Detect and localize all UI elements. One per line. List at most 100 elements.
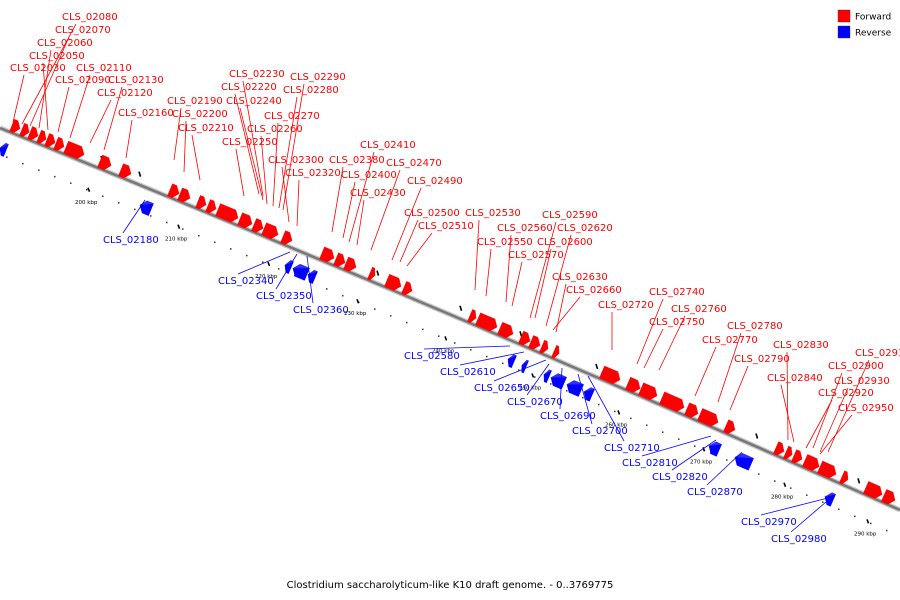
gene-label-forward[interactable]: CLS_02070 [55, 25, 111, 36]
gene-label-forward[interactable]: CLS_02250 [222, 137, 278, 148]
gene-label-reverse[interactable]: CLS_02610 [440, 367, 496, 378]
forward-gene[interactable] [802, 454, 822, 473]
forward-gene[interactable] [773, 441, 787, 457]
gene-label-forward[interactable]: CLS_02300 [268, 155, 324, 166]
forward-gene[interactable] [343, 256, 359, 273]
forward-gene[interactable] [118, 163, 134, 180]
gene-label-forward[interactable]: CLS_02430 [350, 188, 406, 199]
gene-label-reverse[interactable]: CLS_02180 [103, 235, 159, 246]
forward-gene[interactable] [401, 281, 415, 297]
forward-gene[interactable] [9, 119, 23, 134]
forward-gene[interactable] [659, 391, 687, 413]
gene-label-forward[interactable]: CLS_02400 [341, 170, 397, 181]
gene-label-forward[interactable]: CLS_02760 [671, 304, 727, 315]
forward-gene[interactable] [333, 252, 348, 269]
reverse-gene[interactable] [706, 440, 722, 457]
gene-label-reverse[interactable]: CLS_02980 [771, 534, 827, 545]
gene-label-reverse[interactable]: CLS_02690 [540, 411, 596, 422]
gene-label-forward[interactable]: CLS_02900 [828, 361, 884, 372]
reverse-gene[interactable] [541, 369, 552, 384]
gene-label-forward[interactable]: CLS_02120 [97, 88, 153, 99]
gene-label-forward[interactable]: CLS_02130 [108, 75, 164, 86]
reverse-gene[interactable] [290, 262, 310, 281]
forward-gene[interactable] [53, 136, 67, 152]
gene-label-reverse[interactable]: CLS_02360 [293, 305, 349, 316]
gene-label-reverse[interactable]: CLS_02870 [687, 487, 743, 498]
gene-label-reverse[interactable]: CLS_02710 [604, 443, 660, 454]
forward-gene[interactable] [599, 365, 623, 386]
gene-label-forward[interactable]: CLS_02490 [407, 176, 463, 187]
gene-label-forward[interactable]: CLS_02210 [178, 123, 234, 134]
gene-label-forward[interactable]: CLS_02920 [818, 388, 874, 399]
reverse-gene[interactable] [282, 259, 294, 274]
reverse-gene[interactable] [505, 353, 517, 369]
forward-gene[interactable] [280, 230, 295, 247]
gene-label-forward[interactable]: CLS_02030 [10, 63, 66, 74]
reverse-gene[interactable] [732, 451, 754, 471]
forward-gene[interactable] [684, 402, 701, 420]
reverse-gene[interactable] [564, 378, 584, 397]
gene-label-forward[interactable]: CLS_02740 [649, 287, 705, 298]
gene-label-forward[interactable]: CLS_02320 [285, 168, 341, 179]
forward-gene[interactable] [44, 133, 58, 149]
gene-label-reverse[interactable]: CLS_02350 [256, 291, 312, 302]
forward-gene[interactable] [19, 123, 32, 138]
forward-gene[interactable] [367, 266, 378, 281]
forward-gene[interactable] [518, 330, 533, 347]
gene-label-forward[interactable]: CLS_02630 [552, 272, 608, 283]
gene-label-forward[interactable]: CLS_02270 [264, 111, 320, 122]
reverse-gene[interactable] [0, 142, 9, 157]
gene-label-forward[interactable]: CLS_02910 [855, 348, 900, 359]
gene-label-forward[interactable]: CLS_02080 [62, 12, 118, 23]
reverse-gene[interactable] [581, 386, 595, 402]
gene-label-forward[interactable]: CLS_02220 [221, 82, 277, 93]
forward-gene[interactable] [697, 408, 721, 429]
reverse-gene[interactable] [548, 372, 567, 390]
forward-gene[interactable] [625, 376, 643, 394]
forward-gene[interactable] [251, 218, 266, 235]
gene-label-forward[interactable]: CLS_02620 [557, 223, 613, 234]
forward-gene[interactable] [783, 445, 795, 461]
forward-gene[interactable] [177, 187, 193, 204]
gene-label-forward[interactable]: CLS_02600 [537, 237, 593, 248]
forward-gene[interactable] [63, 140, 87, 160]
forward-gene[interactable] [551, 345, 562, 359]
gene-label-reverse[interactable]: CLS_02670 [507, 397, 563, 408]
gene-label-reverse[interactable]: CLS_02810 [622, 458, 678, 469]
forward-gene[interactable] [205, 199, 219, 215]
gene-label-forward[interactable]: CLS_02410 [360, 140, 416, 151]
gene-label-forward[interactable]: CLS_02190 [167, 96, 223, 107]
forward-gene[interactable] [638, 382, 660, 402]
reverse-gene[interactable] [138, 199, 154, 216]
gene-label-reverse[interactable]: CLS_02970 [741, 517, 797, 528]
forward-gene[interactable] [863, 481, 885, 500]
gene-label-forward[interactable]: CLS_02780 [727, 321, 783, 332]
gene-label-forward[interactable]: CLS_02230 [229, 69, 285, 80]
forward-gene[interactable] [384, 274, 404, 292]
forward-gene[interactable] [167, 183, 182, 200]
forward-gene[interactable] [97, 154, 114, 172]
gene-label-forward[interactable]: CLS_02550 [477, 237, 533, 248]
forward-gene[interactable] [261, 222, 281, 241]
gene-label-forward[interactable]: CLS_02050 [29, 51, 85, 62]
gene-label-forward[interactable]: CLS_02290 [290, 72, 346, 83]
gene-label-forward[interactable]: CLS_02500 [404, 208, 460, 219]
forward-gene[interactable] [497, 321, 516, 340]
forward-gene[interactable] [817, 460, 839, 480]
gene-label-forward[interactable]: CLS_02750 [649, 317, 705, 328]
forward-gene[interactable] [237, 212, 255, 230]
forward-gene[interactable] [475, 312, 500, 333]
gene-label-forward[interactable]: CLS_02660 [566, 285, 622, 296]
gene-label-forward[interactable]: CLS_02590 [542, 210, 598, 221]
gene-label-forward[interactable]: CLS_02790 [734, 354, 790, 365]
forward-gene[interactable] [319, 246, 337, 264]
gene-label-forward[interactable]: CLS_02510 [418, 221, 474, 232]
gene-label-forward[interactable]: CLS_02380 [329, 155, 385, 166]
forward-gene[interactable] [881, 489, 898, 506]
gene-label-forward[interactable]: CLS_02060 [37, 38, 93, 49]
gene-label-reverse[interactable]: CLS_02700 [572, 426, 628, 437]
forward-gene[interactable] [723, 419, 738, 436]
gene-label-forward[interactable]: CLS_02470 [386, 158, 442, 169]
forward-gene[interactable] [215, 203, 241, 224]
gene-label-forward[interactable]: CLS_02930 [834, 376, 890, 387]
